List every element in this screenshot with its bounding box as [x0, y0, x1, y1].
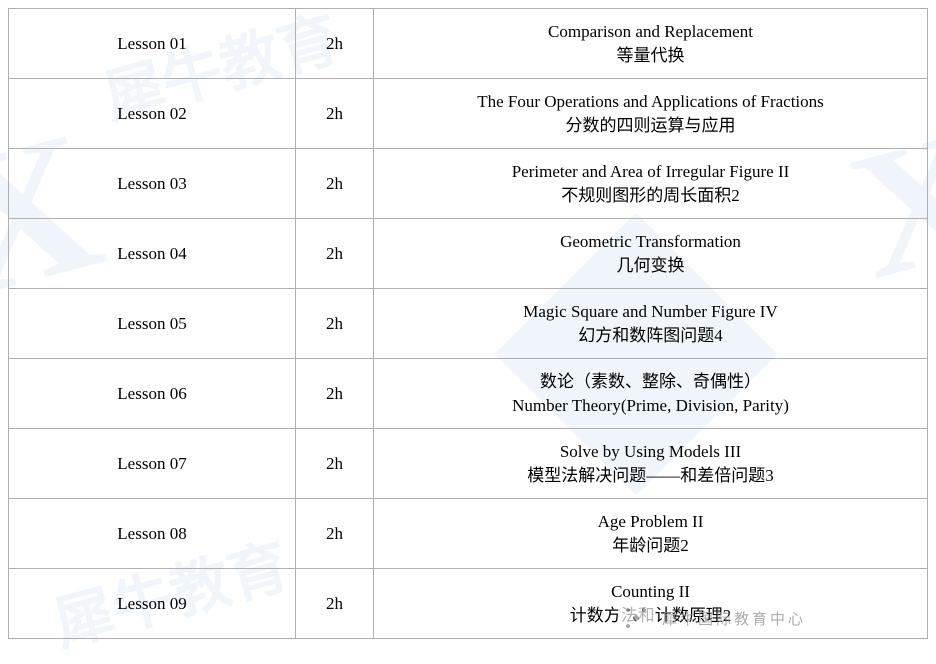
- table-row: Lesson 072hSolve by Using Models III模型法解…: [9, 429, 928, 499]
- duration-cell: 2h: [296, 289, 374, 359]
- content-cell: The Four Operations and Applications of …: [374, 79, 928, 149]
- table-row: Lesson 042hGeometric Transformation几何变换: [9, 219, 928, 289]
- content-cell: Comparison and Replacement等量代换: [374, 9, 928, 79]
- lesson-table-container: Lesson 012hComparison and Replacement等量代…: [0, 0, 936, 647]
- content-zh: 不规则图形的周长面积2: [380, 184, 921, 208]
- table-row: Lesson 062h数论（素数、整除、奇偶性）Number Theory(Pr…: [9, 359, 928, 429]
- content-cell: Solve by Using Models III模型法解决问题——和差倍问题3: [374, 429, 928, 499]
- duration-cell: 2h: [296, 9, 374, 79]
- content-en: Age Problem II: [380, 510, 921, 534]
- content-en: 数论（素数、整除、奇偶性）: [380, 370, 921, 394]
- content-zh: 幻方和数阵图问题4: [380, 324, 921, 348]
- lesson-cell: Lesson 07: [9, 429, 296, 499]
- lesson-cell: Lesson 03: [9, 149, 296, 219]
- lesson-cell: Lesson 09: [9, 569, 296, 639]
- duration-cell: 2h: [296, 149, 374, 219]
- content-en: Perimeter and Area of Irregular Figure I…: [380, 160, 921, 184]
- lesson-cell: Lesson 05: [9, 289, 296, 359]
- lesson-cell: Lesson 01: [9, 9, 296, 79]
- table-row: Lesson 012hComparison and Replacement等量代…: [9, 9, 928, 79]
- content-en: Comparison and Replacement: [380, 20, 921, 44]
- content-cell: Perimeter and Area of Irregular Figure I…: [374, 149, 928, 219]
- content-en: Magic Square and Number Figure IV: [380, 300, 921, 324]
- duration-cell: 2h: [296, 79, 374, 149]
- lesson-cell: Lesson 04: [9, 219, 296, 289]
- content-cell: Magic Square and Number Figure IV幻方和数阵图问…: [374, 289, 928, 359]
- content-en: Solve by Using Models III: [380, 440, 921, 464]
- duration-cell: 2h: [296, 359, 374, 429]
- lesson-cell: Lesson 06: [9, 359, 296, 429]
- table-row: Lesson 022hThe Four Operations and Appli…: [9, 79, 928, 149]
- duration-cell: 2h: [296, 569, 374, 639]
- lesson-cell: Lesson 02: [9, 79, 296, 149]
- content-en: The Four Operations and Applications of …: [380, 90, 921, 114]
- content-zh: 分数的四则运算与应用: [380, 114, 921, 138]
- qr-overlay-text: 犀牛国际教育中心: [662, 608, 806, 629]
- qr-watermark-overlay: 犀牛国际教育中心: [618, 600, 806, 636]
- qr-code-icon: [618, 600, 654, 636]
- content-zh: 年龄问题2: [380, 534, 921, 558]
- content-zh: 模型法解决问题——和差倍问题3: [380, 464, 921, 488]
- content-cell: Geometric Transformation几何变换: [374, 219, 928, 289]
- duration-cell: 2h: [296, 429, 374, 499]
- duration-cell: 2h: [296, 499, 374, 569]
- content-cell: 数论（素数、整除、奇偶性）Number Theory(Prime, Divisi…: [374, 359, 928, 429]
- table-row: Lesson 052hMagic Square and Number Figur…: [9, 289, 928, 359]
- content-cell: Age Problem II年龄问题2: [374, 499, 928, 569]
- table-row: Lesson 032hPerimeter and Area of Irregul…: [9, 149, 928, 219]
- lesson-cell: Lesson 08: [9, 499, 296, 569]
- table-row: Lesson 082hAge Problem II年龄问题2: [9, 499, 928, 569]
- lesson-table: Lesson 012hComparison and Replacement等量代…: [8, 8, 928, 639]
- duration-cell: 2h: [296, 219, 374, 289]
- content-zh: 等量代换: [380, 44, 921, 68]
- content-zh: 几何变换: [380, 254, 921, 278]
- content-en: Geometric Transformation: [380, 230, 921, 254]
- content-zh: Number Theory(Prime, Division, Parity): [380, 394, 921, 418]
